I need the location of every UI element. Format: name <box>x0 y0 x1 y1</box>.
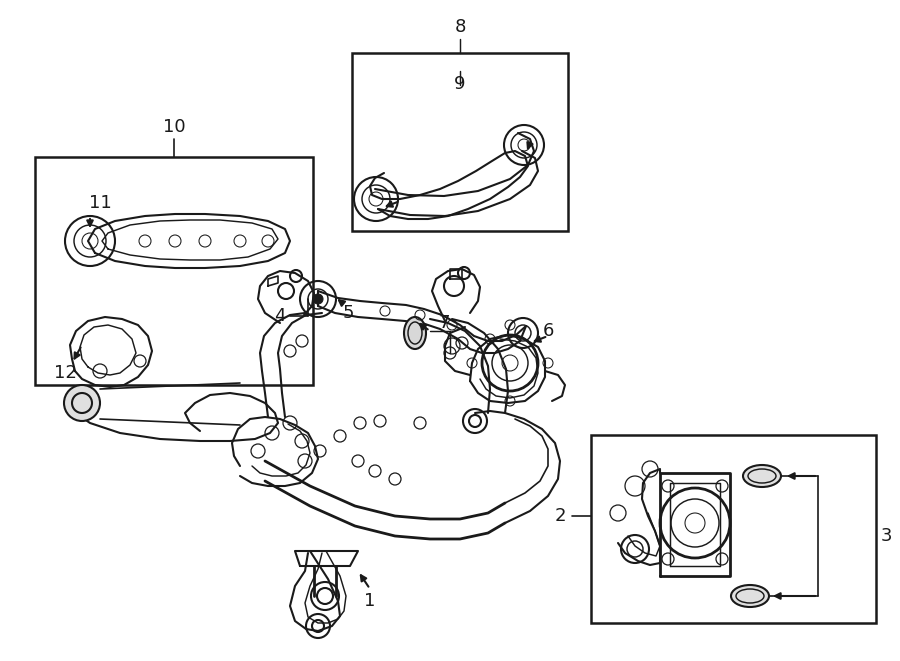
Ellipse shape <box>731 585 769 607</box>
Bar <box>591 435 876 623</box>
Bar <box>35 157 313 385</box>
Ellipse shape <box>743 465 781 487</box>
Ellipse shape <box>404 317 426 349</box>
Text: 1: 1 <box>364 592 375 610</box>
Text: 5: 5 <box>342 304 354 322</box>
Text: 3: 3 <box>880 527 892 545</box>
Circle shape <box>64 385 100 421</box>
Text: 2: 2 <box>554 507 566 525</box>
Text: 6: 6 <box>543 322 553 340</box>
Text: 7: 7 <box>438 314 450 332</box>
Text: 10: 10 <box>163 118 185 136</box>
Bar <box>352 53 568 231</box>
Text: 11: 11 <box>88 194 112 212</box>
Text: 9: 9 <box>454 75 466 93</box>
Circle shape <box>313 294 323 304</box>
Text: 12: 12 <box>54 364 76 382</box>
Text: 8: 8 <box>454 18 465 36</box>
Text: 4: 4 <box>274 307 286 325</box>
